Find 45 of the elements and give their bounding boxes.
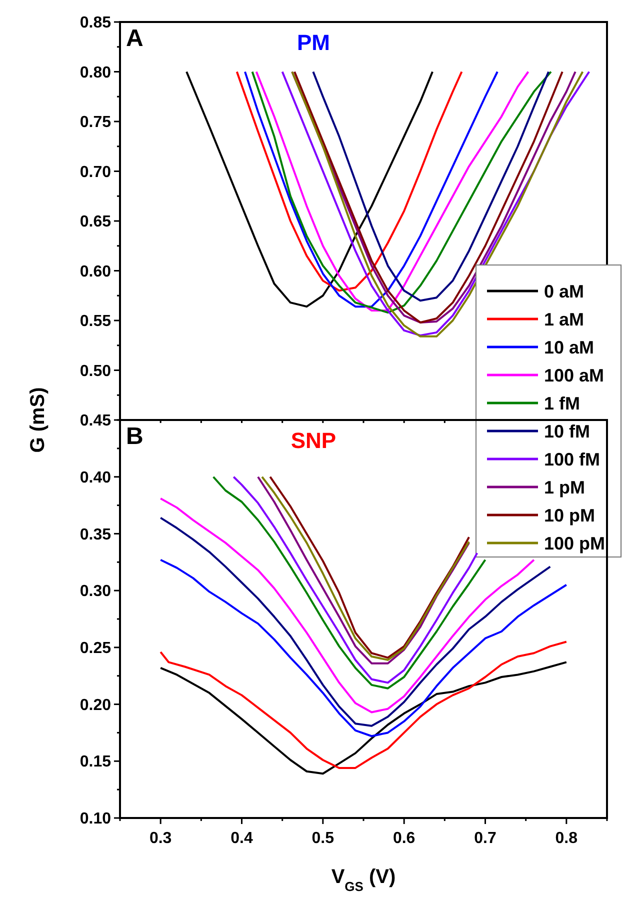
line-series	[160, 558, 568, 738]
y-tick-label: 0.80	[80, 64, 112, 82]
x-tick-label: 0.5	[312, 830, 334, 847]
line-series	[160, 661, 568, 775]
y-tick-label: 0.30	[80, 583, 112, 600]
legend-label: 1 fM	[544, 393, 580, 414]
y-tick-label: 0.65	[80, 214, 112, 231]
line-series	[160, 640, 568, 769]
legend-label: 100 aM	[544, 365, 604, 386]
y-tick-label: 0.35	[80, 526, 112, 544]
y-axis-title: G (mS)	[27, 387, 49, 453]
x-tick-label: 0.7	[474, 830, 496, 847]
chart-title: SNP	[290, 428, 336, 453]
legend-label: 100 pM	[544, 533, 606, 554]
line-series	[244, 70, 498, 308]
legend-label: 100 fM	[544, 449, 600, 470]
line-series	[236, 70, 463, 292]
x-tick-label: 0.3	[149, 830, 172, 847]
y-tick-label: 0.45	[80, 412, 112, 430]
line-series	[160, 497, 535, 714]
legend-label: 0 aM	[544, 281, 584, 302]
x-axis-title: V$_{GS}$ (V)	[331, 866, 396, 894]
x-tick-label: 0.8	[555, 830, 578, 847]
annotation: A	[126, 25, 144, 52]
y-tick-label: 0.60	[80, 263, 112, 280]
y-tick-label: 0.25	[80, 640, 112, 658]
legend-label: 10 pM	[544, 505, 596, 526]
y-tick-label: 0.15	[80, 754, 112, 771]
y-tick-label: 0.20	[80, 696, 112, 714]
y-tick-label: 0.50	[80, 362, 112, 380]
y-tick-label: 0.70	[80, 164, 112, 181]
y-tick-label: 0.85	[80, 14, 112, 32]
y-tick-label: 0.10	[80, 810, 112, 828]
x-tick-label: 0.4	[230, 830, 253, 847]
annotation: B	[126, 423, 144, 450]
legend-label: 10 fM	[544, 421, 590, 442]
y-tick-label: 0.40	[80, 469, 112, 486]
legend-label: 10 aM	[544, 337, 594, 358]
y-tick-label: 0.55	[80, 313, 112, 330]
x-tick-label: 0.6	[392, 830, 416, 847]
chart-title: PM	[297, 30, 330, 55]
y-tick-label: 0.75	[80, 114, 112, 132]
legend-label: 1 aM	[544, 309, 584, 330]
legend-label: 1 pM	[544, 477, 586, 498]
line-series	[186, 70, 434, 308]
